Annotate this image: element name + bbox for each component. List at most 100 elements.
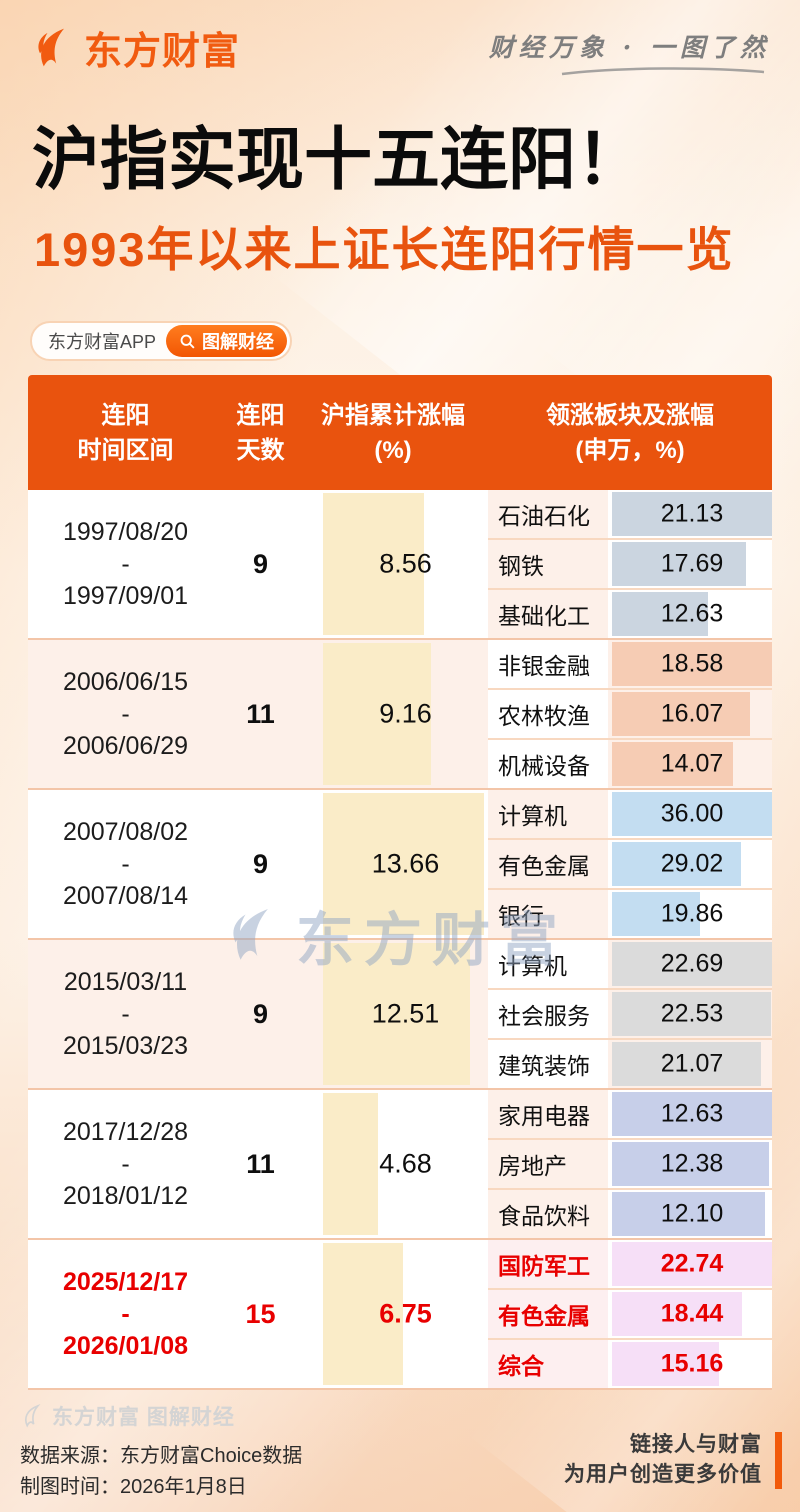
sector-bar [612,1292,742,1336]
gain-value: 9.16 [379,698,432,729]
sector-name: 钢铁 [488,540,608,588]
sector-row: 基础化工 12.63 [488,590,772,638]
sector-name: 计算机 [488,790,608,838]
sector-bar-area: 17.69 [612,540,772,588]
sector-bar [612,1342,719,1386]
streak-days: 9 [252,548,269,579]
sector-row: 计算机 22.69 [488,940,772,990]
period-start: 2006/06/15 [62,668,189,696]
sector-bar-area: 18.58 [612,640,772,688]
sector-value: 22.69 [660,949,724,978]
sector-value: 12.10 [660,1199,724,1228]
period-dash: - [121,550,130,578]
chart-date: 制图时间：2026年1月8日 [20,1476,247,1498]
sector-name: 建筑装饰 [488,1040,608,1088]
streak-days: 15 [245,1298,276,1329]
sector-bar-area: 16.07 [612,690,772,738]
sector-row: 银行 19.86 [488,890,772,938]
sector-bar [612,842,741,886]
sector-bar-area: 19.86 [612,890,772,938]
sector-bar [612,692,751,736]
streak-days: 11 [246,1148,275,1179]
period-end: 2006/06/29 [62,732,189,760]
period-start: 2015/03/11 [63,968,188,996]
sector-value: 16.07 [660,699,724,728]
sector-bar [612,792,772,836]
sector-row: 非银金融 18.58 [488,640,772,690]
col-header-text: 时间区间 [77,436,174,464]
sector-name: 计算机 [488,940,608,988]
app-name-label: 东方财富APP [48,332,157,352]
sector-bar [612,892,701,936]
sector-name: 综合 [488,1340,608,1388]
gain-bar [323,793,484,935]
sector-name: 房地产 [488,1140,608,1188]
streak-period: 2025/12/17 - 2026/01/08 [28,1240,223,1388]
sector-name: 有色金属 [488,840,608,888]
period-start: 1997/08/20 [62,518,189,546]
gain-bar [323,493,424,635]
sector-value: 36.00 [660,799,724,828]
streak-table-body: 1997/08/20 - 1997/09/01 9 8.56 石油石化 21.13 钢铁 17.… [28,490,772,1390]
streak-gain: 8.56 [298,490,488,638]
col-header-text: 天数 [236,436,285,464]
sector-bar-area: 12.10 [612,1190,772,1238]
gain-bar [323,943,471,1085]
eastmoney-flame-icon [38,28,65,66]
streak-period: 1997/08/20 - 1997/09/01 [28,490,223,638]
search-tag-button[interactable]: 图解财经 [166,325,288,357]
sector-row: 机械设备 14.07 [488,740,772,788]
sector-value: 19.86 [660,899,724,928]
col-header-period: 连阳 时间区间 [28,375,223,490]
sector-bar-area: 21.13 [612,490,772,538]
sector-list: 石油石化 21.13 钢铁 17.69 基础化工 12.63 [488,490,772,638]
sector-row: 国防军工 22.74 [488,1240,772,1290]
streak-period: 2007/08/02 - 2007/08/14 [28,790,223,938]
period-end: 1997/09/01 [62,582,189,610]
streak-gain: 12.51 [298,940,488,1088]
sector-bar [612,1092,772,1136]
sector-row: 社会服务 22.53 [488,990,772,1040]
page-subtitle: 1993年以来上证长连阳行情一览 [34,223,735,276]
sector-bar-area: 12.63 [612,1090,772,1138]
sector-bar-area: 21.07 [612,1040,772,1088]
footer-slogan-line1: 链接人与财富 [630,1433,762,1456]
sector-bar [612,492,772,536]
gain-bar [323,643,431,785]
gain-value: 6.75 [379,1298,432,1329]
col-header-text: 沪指累计涨幅 [321,401,465,429]
col-header-text: (申万，%) [575,436,685,464]
brand-logo: 东方财富 [30,20,240,75]
search-icon [180,334,195,349]
sector-row: 食品饮料 12.10 [488,1190,772,1238]
period-dash: - [121,1150,130,1178]
period-dash: - [121,850,130,878]
sector-bar-area: 14.07 [612,740,772,788]
sector-name: 国防军工 [488,1240,608,1288]
col-header-text: 连阳 [101,401,150,429]
streak-group: 2025/12/17 - 2026/01/08 15 6.75 国防军工 22.74 有色金属… [28,1240,772,1390]
sector-name: 机械设备 [488,740,608,788]
period-dash: - [121,700,130,728]
footer-meta: 数据来源：东方财富Choice数据 制图时间：2026年1月8日 [20,1441,302,1503]
streak-group: 1997/08/20 - 1997/09/01 9 8.56 石油石化 21.13 钢铁 17.… [28,490,772,640]
sector-name: 社会服务 [488,990,608,1038]
streak-days: 9 [252,998,269,1029]
sector-value: 12.63 [660,1099,724,1128]
sector-value: 21.13 [660,499,724,528]
streak-table: 连阳 时间区间 连阳 天数 沪指累计涨幅 (%) 领涨板块及涨幅 (申万，%) … [28,375,772,1390]
sector-bar-area: 12.63 [612,590,772,638]
sector-name: 农林牧渔 [488,690,608,738]
sector-value: 15.16 [660,1349,724,1378]
gain-bar [323,1093,379,1235]
period-start: 2017/12/28 [62,1118,189,1146]
streak-period: 2017/12/28 - 2018/01/12 [28,1090,223,1238]
sector-value: 17.69 [660,549,724,578]
sector-name: 食品饮料 [488,1190,608,1238]
sector-list: 家用电器 12.63 房地产 12.38 食品饮料 12.10 [488,1090,772,1238]
footer-brand-text: 东方财富 图解财经 [52,1406,235,1429]
period-end: 2018/01/12 [62,1182,189,1210]
streak-days: 11 [246,698,275,729]
sector-row: 房地产 12.38 [488,1140,772,1190]
streak-gain: 13.66 [298,790,488,938]
